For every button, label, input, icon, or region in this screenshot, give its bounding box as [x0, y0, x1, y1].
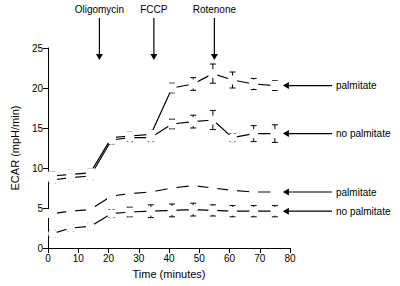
- svg-text:50: 50: [194, 253, 206, 264]
- svg-text:palmitate: palmitate: [336, 187, 377, 198]
- svg-text:10: 10: [73, 253, 85, 264]
- svg-text:25: 25: [32, 43, 44, 54]
- svg-text:20: 20: [103, 253, 115, 264]
- svg-text:30: 30: [133, 253, 145, 264]
- svg-text:40: 40: [163, 253, 175, 264]
- svg-text:0: 0: [37, 243, 43, 254]
- svg-text:10: 10: [32, 163, 44, 174]
- svg-text:80: 80: [284, 253, 296, 264]
- svg-text:60: 60: [224, 253, 236, 264]
- svg-text:0: 0: [45, 253, 51, 264]
- svg-text:70: 70: [254, 253, 266, 264]
- svg-text:no palmitate: no palmitate: [336, 206, 391, 217]
- svg-text:ECAR (mpH/min): ECAR (mpH/min): [9, 106, 21, 191]
- svg-text:palmitate: palmitate: [336, 80, 377, 91]
- svg-text:Time (minutes): Time (minutes): [133, 268, 206, 280]
- svg-text:20: 20: [32, 83, 44, 94]
- svg-text:no palmitate: no palmitate: [336, 128, 391, 139]
- svg-text:Rotenone: Rotenone: [193, 4, 237, 15]
- svg-text:Oligomycin: Oligomycin: [75, 4, 124, 15]
- svg-text:FCCP: FCCP: [140, 4, 168, 15]
- svg-text:5: 5: [37, 203, 43, 214]
- svg-text:15: 15: [32, 123, 44, 134]
